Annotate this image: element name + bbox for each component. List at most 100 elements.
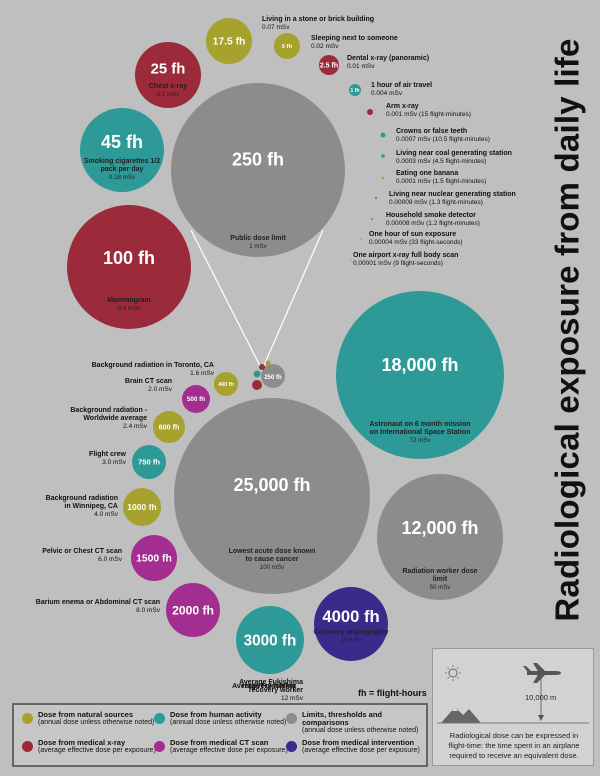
- bubble-value-sleeping-next-to-someone: 5 fh: [282, 44, 293, 50]
- bubble-average-fukishima-recovery-worker: [236, 606, 304, 674]
- bubble-value-living-in-a-stone-or-brick-building: 17.5 fh: [213, 37, 246, 48]
- dose-sleeping-next-to-someone: 0.02 mSv: [311, 43, 339, 50]
- bubble-1-hour-of-air-travel: [349, 84, 361, 96]
- dose-mammogram: 0.4 mSv: [118, 305, 142, 312]
- dose-eating-one-banana: 0.0001 mSv (1.5 flight-minutes): [396, 178, 486, 185]
- legend-swatch: [22, 713, 33, 724]
- legend-title: Dose from human activity: [170, 710, 262, 719]
- mini-cluster: 250 fh: [252, 360, 285, 390]
- mini-bubble-value: 250 fh: [264, 375, 282, 381]
- dose-background-radiation-in-winnipeg-ca: 4.0 mSv: [94, 511, 119, 518]
- bubble-pelvic-or-chest-ct-scan: [131, 535, 177, 581]
- bubble-public-dose-limit: [171, 83, 345, 257]
- dose-living-near-nuclear-generating-station: 0.00009 mSv (1.3 flight-minutes): [389, 199, 483, 206]
- bubble-value-smoking-cigarettes-1-2-pack-per-day: 45 fh: [101, 132, 143, 152]
- bubble-one-airport-x-ray-full-body-scan: [350, 259, 352, 261]
- flight-time-explanation: Radiological dose can be expressed in fl…: [448, 731, 580, 760]
- mountain-icon: [437, 707, 589, 724]
- dose-living-near-coal-generating-station: 0.0003 mSv (4.5 flight-minutes): [396, 158, 486, 165]
- legend-title: Dose from medical CT scan: [170, 738, 269, 747]
- label-average-fukishima-recovery-worker: Average Fukishima: [232, 683, 296, 690]
- label-background-radiation-in-winnipeg-ca: in Winnipeg, CA: [64, 503, 118, 510]
- legend-text: Dose from medical CT scan (average effect…: [170, 739, 288, 755]
- bubble-coronary-angiography: [314, 587, 388, 661]
- dose-1-hour-of-air-travel: 0.004 mSv: [371, 90, 403, 97]
- bubble-smoking-cigarettes-1-2-pack-per-day: [80, 108, 164, 192]
- label-chest-x-ray: Chest x-ray: [149, 83, 187, 90]
- bubble-value-barium-enema-or-abdominal-ct-scan: 2000 fh: [172, 603, 214, 617]
- dose-one-airport-x-ray-full-body-scan: 0.00001 mSv (9 flight-seconds): [353, 260, 443, 267]
- label-background-radiation-in-winnipeg-ca: Background radiation: [46, 495, 118, 502]
- bubble-value-1-hour-of-air-travel: 1 fh: [351, 88, 360, 94]
- bubble-radiation-worker-dose-limit: [377, 474, 503, 600]
- dose-arm-x-ray: 0.001 mSv (15 flight-minutes): [386, 111, 471, 118]
- dose-smoking-cigarettes-1-2-pack-per-day: 0.18 mSv: [109, 174, 136, 181]
- bubble-value-average-fukishima-recovery-worker: 3000 fh: [244, 632, 297, 649]
- label-public-dose-limit: Public dose limit: [230, 235, 286, 242]
- bubble-value-flight-crew: 750 fh: [138, 458, 160, 467]
- legend-title: Dose from medical intervention: [302, 738, 415, 747]
- label-background-radiation-worldwide-average: Worldwide average: [83, 415, 147, 422]
- legend-text: Dose from human activity (annual dose unl…: [170, 711, 286, 727]
- mini-bubble-chest-xray: [259, 364, 265, 370]
- dose-flight-crew: 3.0 mSv: [102, 459, 127, 466]
- legend-text: Dose from natural sources (annual dose un…: [38, 711, 154, 727]
- bubble-value-astronaut-on-6-month-mission-on-international-space-station: 18,000 fh: [381, 355, 458, 375]
- dose-background-radiation-in-toronto-ca: 1.6 mSv: [190, 370, 215, 377]
- legend: Dose from natural sources (annual dose un…: [12, 703, 428, 767]
- dose-brain-ct-scan: 2.0 mSv: [148, 386, 173, 393]
- bubble-arm-x-ray: [367, 109, 373, 115]
- mini-bubble-public-dose-limit: [261, 364, 285, 388]
- bubble-value-background-radiation-worldwide-average: 600 fh: [159, 423, 180, 432]
- airplane-illustration: [437, 663, 589, 724]
- dose-dental-x-ray-panoramic: 0.01 mSv: [347, 63, 375, 70]
- dose-average-fukishima-recovery-worker: 12 mSv: [281, 695, 304, 702]
- airplane-icon: [523, 663, 561, 683]
- legend-item-limits-thresholds-and-comparisons: Limits, thresholds and comparisons (annua…: [286, 711, 426, 735]
- altitude-label: 10,000 m: [525, 693, 557, 702]
- label-living-near-nuclear-generating-station: Living near nuclear generating station: [389, 191, 516, 198]
- bubble-value-coronary-angiography: 4000 fh: [322, 607, 379, 626]
- legend-note: (annual dose unless otherwise noted): [302, 727, 419, 734]
- bubble-household-smoke-detector: [371, 218, 373, 220]
- legend-title: Limits, thresholds and comparisons: [302, 710, 383, 727]
- bubble-background-radiation-worldwide-average: [153, 411, 185, 443]
- legend-item-dose-from-medical-ct-scan: Dose from medical CT scan (average effect…: [154, 739, 294, 755]
- mini-bubble-mammogram: [252, 380, 262, 390]
- label-smoking-cigarettes-1-2-pack-per-day: pack per day: [101, 166, 144, 173]
- bubble-value-radiation-worker-dose-limit: 12,000 fh: [401, 518, 478, 538]
- label-brain-ct-scan: Brain CT scan: [125, 378, 172, 385]
- label-one-airport-x-ray-full-body-scan: One airport x-ray full body scan: [353, 252, 458, 259]
- bubble-value-background-radiation-in-winnipeg-ca: 1000 fh: [127, 502, 156, 512]
- label-eating-one-banana: Eating one banana: [396, 170, 458, 177]
- bubble-chest-x-ray: [135, 42, 201, 108]
- label-radiation-worker-dose-limit: limit: [433, 576, 448, 583]
- label-crowns-or-false-teeth: Crowns or false teeth: [396, 128, 467, 135]
- bubble-background-radiation-in-winnipeg-ca: [123, 488, 161, 526]
- dose-lowest-acute-dose-known-to-cause-cancer: 100 mSv: [260, 564, 285, 571]
- legend-note: (average effective dose per exposure): [170, 747, 288, 754]
- label-average-fukishima-recovery-worker: Average Fukishima: [239, 679, 303, 686]
- label-background-radiation-in-toronto-ca: Background radiation in Toronto, CA: [92, 362, 214, 369]
- legend-note: (average effective dose per exposure): [302, 747, 420, 754]
- mini-bubble-smoking: [253, 370, 261, 378]
- legend-swatch: [154, 741, 165, 752]
- label-pelvic-or-chest-ct-scan: Pelvic or Chest CT scan: [42, 548, 122, 555]
- bubble-sleeping-next-to-someone: [274, 33, 300, 59]
- dose-public-dose-limit: 1 mSv: [249, 243, 267, 250]
- label-average-fukishima-recovery-worker: recovery worker: [242, 683, 296, 690]
- bubble-dental-x-ray-panoramic: [319, 55, 339, 75]
- bubble-living-in-a-stone-or-brick-building: [206, 18, 252, 64]
- bubble-background-radiation-in-toronto-ca: [214, 372, 238, 396]
- label-living-near-coal-generating-station: Living near coal generating station: [396, 150, 512, 157]
- label-radiation-worker-dose-limit: Radiation worker dose: [402, 568, 477, 575]
- label-arm-x-ray: Arm x-ray: [386, 103, 419, 110]
- bubble-one-hour-of-sun-exposure: [360, 238, 362, 240]
- dose-coronary-angiography: 16 mSv: [341, 637, 363, 644]
- label-barium-enema-or-abdominal-ct-scan: Barium enema or Abdominal CT scan: [36, 599, 160, 606]
- legend-text: Dose from medical intervention (average e…: [302, 739, 420, 755]
- bubble-brain-ct-scan: [182, 385, 210, 413]
- label-lowest-acute-dose-known-to-cause-cancer: to cause cancer: [246, 556, 299, 563]
- bubble-living-near-nuclear-generating-station: [374, 196, 378, 200]
- bubble-value-lowest-acute-dose-known-to-cause-cancer: 25,000 fh: [233, 475, 310, 495]
